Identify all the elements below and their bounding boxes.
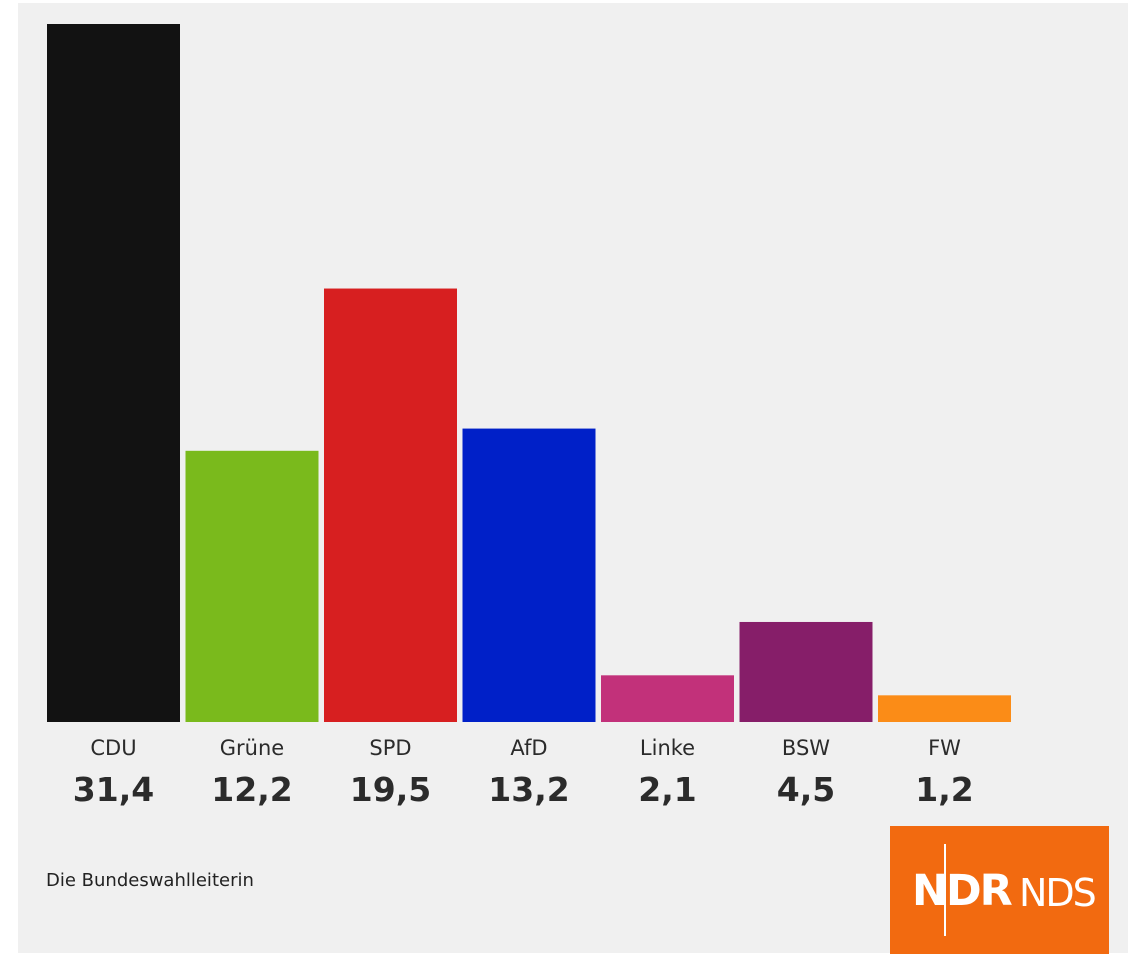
category-label-gr-ne: Grüne [220, 736, 284, 760]
category-label-fw: FW [928, 736, 961, 760]
bar-bsw [739, 621, 873, 722]
bar-linke [601, 675, 734, 722]
bar-chart: CDU 31,4 Grüne 12,2 SPD 19,5 AfD 13,2 Linke 2,1 BS… [47, 24, 1011, 809]
bar-cdu [47, 24, 180, 722]
category-label-bsw: BSW [782, 736, 830, 760]
value-label-gr-ne: 12,2 [211, 770, 292, 809]
logo-brand-text: NDR [912, 866, 1013, 916]
category-label-cdu: CDU [90, 736, 136, 760]
logo-divider-line [944, 844, 946, 936]
value-label-linke: 2,1 [638, 770, 696, 809]
ndr-nds-logo: NDR NDS [890, 826, 1109, 954]
bar-fw [878, 695, 1011, 722]
value-label-bsw: 4,5 [777, 770, 835, 809]
value-label-fw: 1,2 [915, 770, 973, 809]
category-label-linke: Linke [640, 736, 695, 760]
value-label-cdu: 31,4 [73, 770, 154, 809]
bar-afd [462, 428, 596, 722]
value-label-spd: 19,5 [350, 770, 431, 809]
bar-gr-ne [185, 450, 319, 722]
source-label: Die Bundeswahlleiterin [46, 870, 254, 891]
value-label-afd: 13,2 [488, 770, 569, 809]
category-label-spd: SPD [369, 736, 411, 760]
category-label-afd: AfD [510, 736, 547, 760]
logo-region-text: NDS [1019, 871, 1097, 915]
bar-spd [324, 288, 457, 722]
